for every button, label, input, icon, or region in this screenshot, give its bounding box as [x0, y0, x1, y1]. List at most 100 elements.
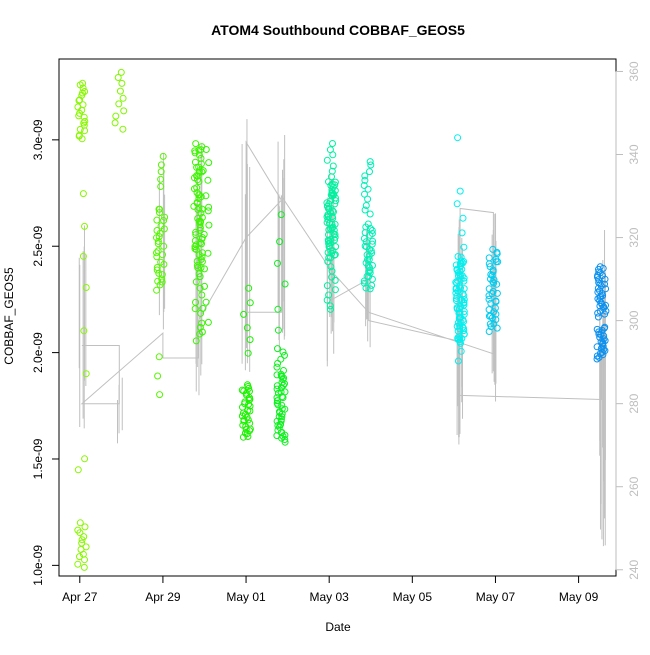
data-point	[279, 348, 287, 356]
y2-tick-label: 300	[627, 310, 641, 330]
data-point	[329, 140, 336, 147]
data-point	[193, 163, 201, 171]
data-point	[492, 298, 500, 306]
data-point	[76, 553, 83, 561]
data-point	[242, 425, 250, 433]
data-point	[114, 74, 122, 81]
data-point	[81, 523, 89, 531]
data-point	[198, 240, 205, 248]
data-point	[198, 214, 206, 221]
data-point	[453, 322, 461, 330]
data-point	[158, 275, 166, 283]
data-point	[367, 161, 375, 169]
data-point	[485, 306, 493, 314]
data-point	[202, 146, 210, 153]
data-point	[454, 134, 462, 142]
y2-tick-label: 320	[627, 227, 641, 247]
data-point	[190, 174, 198, 182]
y-tick-label: 2.0e-09	[31, 332, 45, 373]
data-point	[201, 282, 208, 290]
data-point	[457, 253, 465, 261]
data-point	[323, 296, 331, 304]
data-point	[593, 325, 601, 333]
data-point	[273, 397, 281, 405]
data-point	[192, 140, 200, 148]
data-point	[192, 298, 199, 306]
data-point	[155, 353, 163, 361]
data-point	[364, 195, 372, 203]
data-point	[157, 168, 165, 176]
data-point	[361, 206, 369, 214]
data-point	[245, 400, 253, 408]
data-point	[456, 187, 464, 195]
data-point	[192, 241, 200, 249]
data-point	[601, 323, 609, 331]
data-point	[191, 245, 199, 253]
data-point	[460, 243, 468, 251]
data-point	[457, 347, 465, 355]
data-point	[119, 94, 127, 102]
data-point	[81, 117, 89, 125]
data-point	[277, 370, 285, 378]
data-point	[281, 280, 289, 288]
data-point	[324, 258, 332, 266]
data-point	[277, 211, 285, 219]
y-tick-label: 1.0e-09	[31, 545, 45, 586]
data-point	[596, 263, 604, 271]
data-point	[594, 288, 602, 296]
data-point	[453, 304, 461, 312]
data-point	[156, 391, 164, 399]
data-point	[323, 199, 331, 207]
data-point	[360, 279, 368, 287]
data-point	[74, 560, 82, 568]
data-point	[366, 158, 374, 166]
data-point	[76, 519, 84, 527]
data-point	[457, 284, 464, 292]
y-tick-label: 1.5e-09	[31, 438, 45, 479]
data-point	[456, 338, 464, 346]
data-point	[325, 291, 333, 299]
data-point	[154, 237, 162, 245]
data-point	[274, 345, 281, 353]
data-point	[596, 280, 604, 288]
data-point	[281, 351, 288, 359]
data-point	[81, 222, 88, 230]
data-point	[199, 304, 207, 312]
data-point	[364, 256, 371, 263]
data-point	[323, 156, 331, 164]
data-point	[204, 249, 212, 257]
data-point	[361, 190, 368, 198]
data-point	[452, 278, 460, 286]
data-point	[154, 247, 162, 255]
data-point	[485, 312, 493, 320]
data-point	[79, 190, 87, 198]
data-point	[195, 178, 203, 185]
data-point	[80, 563, 88, 571]
data-point	[205, 159, 213, 167]
data-point	[192, 228, 200, 236]
data-point	[153, 286, 161, 294]
data-point	[452, 261, 460, 269]
data-point	[204, 318, 212, 326]
data-point	[81, 127, 89, 135]
data-point	[453, 292, 461, 300]
plot-layer	[74, 68, 610, 571]
data-point	[454, 253, 462, 260]
data-point	[277, 355, 285, 363]
data-point	[329, 207, 337, 215]
data-point	[157, 175, 165, 183]
data-point	[153, 227, 161, 234]
data-point	[156, 205, 164, 213]
x-tick-label: Apr 27	[62, 590, 98, 604]
x-tick-label: May 01	[226, 590, 266, 604]
data-point	[159, 251, 166, 259]
data-point	[246, 419, 254, 427]
data-point	[360, 182, 368, 189]
data-point	[198, 291, 206, 299]
data-point	[117, 68, 125, 76]
data-point	[368, 281, 376, 289]
data-point	[281, 388, 289, 396]
axes-layer: Apr 27 Apr 29 May 01 May 03 May 05 May 07 May …	[31, 61, 641, 604]
data-point	[192, 278, 200, 286]
data-point	[200, 230, 208, 238]
